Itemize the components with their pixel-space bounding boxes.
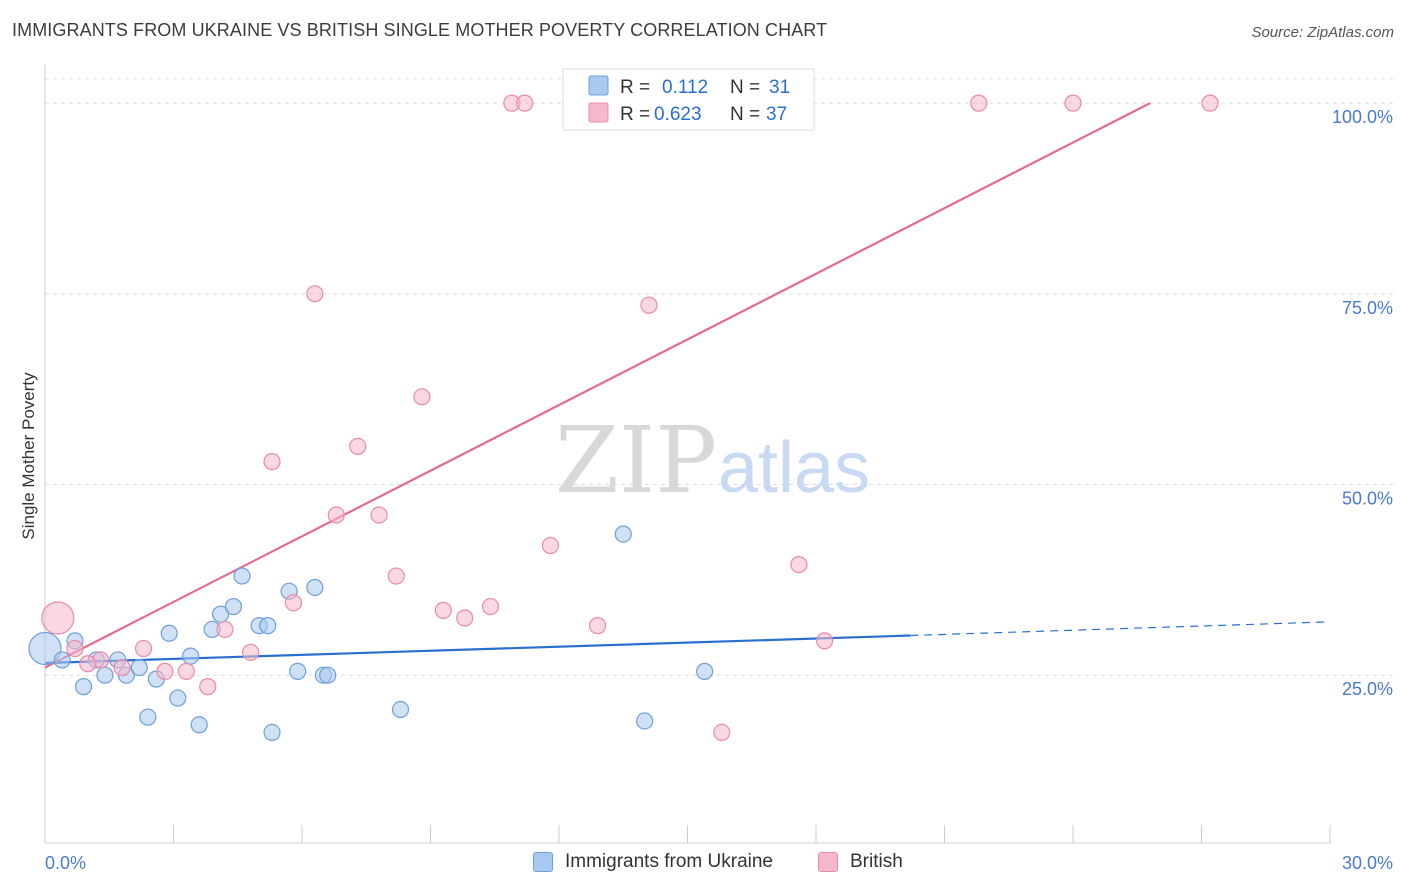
stats-n-value: 37 [766, 104, 787, 125]
british-point [263, 453, 281, 471]
british-point [79, 655, 97, 673]
british-point [970, 94, 988, 112]
british-trend-line [44, 102, 1151, 669]
ukraine-point [160, 624, 178, 642]
british-point [1064, 94, 1082, 112]
watermark: ZIP atlas [555, 407, 870, 514]
tick-labels: 25.0% 50.0% 75.0% 100.0% 0.0% 30.0% [45, 107, 1393, 873]
british-point [541, 536, 560, 555]
british-point [199, 678, 217, 696]
ukraine-point [263, 723, 281, 742]
british-point [413, 388, 431, 406]
ukraine-point [696, 662, 714, 680]
british-point [177, 662, 195, 680]
ukraine-point [182, 647, 200, 665]
british-point [349, 437, 367, 455]
legend-swatch-pink [818, 852, 838, 872]
ukraine-point [306, 578, 324, 597]
stats-n-label: N = [730, 77, 760, 98]
british-point [387, 567, 405, 585]
stats-r-label: R = [620, 104, 650, 125]
british-point [588, 617, 607, 635]
british-point [156, 662, 174, 680]
british-point [134, 639, 153, 658]
stats-legend: R = 0.112 N = 31 R = 0.623 N = 37 [562, 68, 815, 131]
x-tick-label: 0.0% [45, 853, 86, 873]
ukraine-point [289, 662, 307, 680]
ukraine-point [53, 651, 71, 669]
legend-label-british: British [850, 851, 903, 872]
legend-label-ukraine: Immigrants from Ukraine [565, 851, 773, 872]
ukraine-point [636, 712, 654, 730]
british-point [242, 643, 260, 661]
y-tick-label: 50.0% [1342, 489, 1393, 509]
british-point [66, 639, 84, 658]
ukraine-point [96, 666, 114, 684]
grid-lines [45, 78, 1395, 676]
british-point [1201, 94, 1219, 112]
y-axis-label: Single Mother Poverty [19, 372, 38, 540]
ukraine-point [233, 567, 251, 585]
y-tick-label: 25.0% [1342, 679, 1393, 699]
british-point [481, 597, 500, 616]
british-point [516, 94, 534, 112]
stats-swatch-pink [588, 102, 609, 123]
stats-n-value: 31 [769, 77, 790, 98]
chart-title: IMMIGRANTS FROM UKRAINE VS BRITISH SINGL… [12, 20, 828, 40]
stats-swatch-blue [588, 75, 609, 96]
ukraine-point [74, 678, 93, 696]
y-tick-label: 100.0% [1332, 107, 1393, 127]
british-point [216, 620, 234, 639]
british-point [41, 601, 75, 635]
british-point [370, 506, 388, 524]
ukraine-point [259, 617, 277, 635]
british-point [815, 632, 834, 650]
legend-swatch-blue [533, 852, 553, 872]
watermark-zip: ZIP [555, 407, 717, 514]
stats-r-label: R = [620, 77, 650, 98]
british-point [113, 658, 131, 677]
ukraine-trend-extension [910, 621, 1331, 637]
british-point [713, 723, 731, 742]
stats-r-value: 0.112 [662, 77, 708, 98]
british-point [306, 285, 324, 303]
ukraine-point [319, 666, 337, 684]
ukraine-point [614, 525, 632, 543]
legend-item-british[interactable]: British [818, 851, 903, 873]
british-point [790, 555, 808, 574]
british-point [284, 594, 303, 612]
ukraine-point [28, 631, 62, 666]
british-point [456, 609, 474, 627]
stats-n-label: N = [730, 104, 760, 125]
axes [44, 65, 1331, 844]
ukraine-point [139, 708, 157, 726]
british-point [327, 506, 345, 524]
british-point [640, 296, 658, 314]
ukraine-point [391, 700, 410, 719]
watermark-atlas: atlas [718, 428, 870, 508]
stats-r-value: 0.623 [654, 104, 702, 125]
x-tick-label: 30.0% [1342, 853, 1393, 873]
ukraine-point [130, 658, 148, 677]
ukraine-point [224, 597, 243, 616]
source-label: Source: ZipAtlas.com [1251, 24, 1394, 41]
series-legend: Immigrants from Ukraine British [0, 851, 1406, 879]
legend-item-ukraine[interactable]: Immigrants from Ukraine [533, 851, 773, 873]
ukraine-point [169, 689, 187, 707]
y-tick-label: 75.0% [1342, 298, 1393, 318]
ukraine-point [190, 716, 208, 734]
british-point [434, 601, 452, 619]
